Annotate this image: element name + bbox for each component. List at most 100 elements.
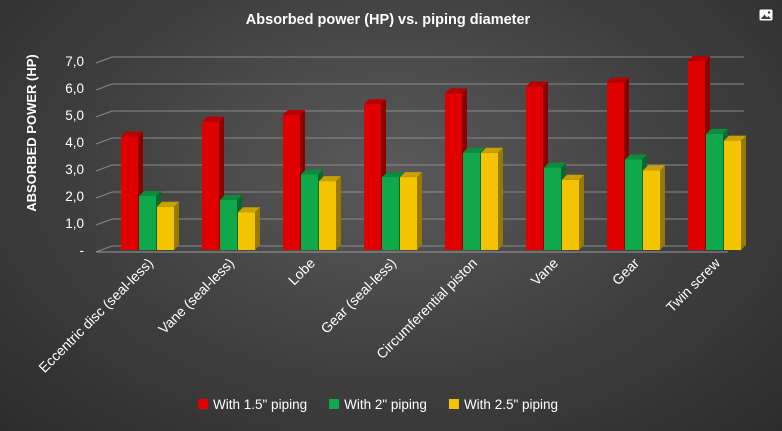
bar-side [660, 165, 665, 250]
bar-top [607, 77, 629, 83]
legend-item: With 1.5" piping [198, 397, 307, 412]
x-tick-label: Lobe [285, 255, 318, 288]
bar [238, 207, 260, 250]
bar-front [157, 206, 174, 250]
bar-side [498, 147, 503, 250]
bar-front [364, 104, 381, 250]
bar [157, 201, 179, 250]
grid-lines [95, 56, 744, 253]
bar-top [706, 128, 728, 134]
legend-swatch [329, 399, 340, 409]
bar-top [643, 165, 665, 171]
bar-top [688, 56, 710, 61]
bar-front [643, 170, 660, 250]
legend: With 1.5" piping With 2" piping With 2.5" … [198, 397, 558, 412]
x-tick-label: Gear [609, 255, 643, 289]
bar-top [238, 207, 260, 213]
bar [562, 174, 584, 250]
bar-side [336, 176, 341, 250]
grid-line [95, 83, 744, 91]
x-tick-label: Vane (seal-less) [155, 255, 237, 337]
bar-front [526, 86, 543, 251]
bar-front [382, 177, 399, 250]
x-tick-label: Eccentric disc (seal-less) [35, 255, 156, 376]
legend-label: With 1.5" piping [213, 397, 307, 412]
bar-top [463, 147, 485, 153]
bar-front [688, 61, 705, 250]
bar-front [463, 152, 480, 250]
bar-top [382, 172, 404, 178]
bar-front [301, 174, 318, 250]
bar-top [445, 88, 467, 94]
bar-top [400, 172, 422, 178]
bar-front [202, 121, 219, 250]
bar-top [157, 201, 179, 207]
x-tick-label: Twin screw [663, 254, 724, 315]
y-axis-label: ABSORBED POWER (HP) [24, 54, 39, 211]
bar-front [625, 159, 642, 250]
bar-side [174, 201, 179, 250]
y-tick-label: 4,0 [65, 135, 84, 150]
bar-top [121, 131, 143, 137]
bar-front [562, 179, 579, 250]
x-tick-label: Vane [527, 255, 561, 289]
bar-side [417, 172, 422, 250]
bar-front [445, 93, 462, 251]
y-tick-label: 1,0 [65, 216, 84, 231]
grid-line [95, 137, 744, 145]
bar-front [607, 82, 624, 250]
bar-top [562, 174, 584, 180]
bar-front [400, 177, 417, 250]
bar-top [364, 99, 386, 105]
y-tick-label: 2,0 [65, 189, 84, 204]
y-tick-label: 5,0 [65, 108, 84, 123]
grid-line [95, 110, 744, 118]
bar-side [741, 135, 746, 250]
bar-top [220, 195, 242, 201]
legend-label: With 2" piping [344, 397, 427, 412]
bar-front [544, 167, 561, 250]
legend-swatch [198, 399, 208, 409]
legend-swatch [448, 399, 459, 409]
y-tick-label: 6,0 [65, 81, 84, 96]
legend-item: With 2.5" piping [448, 397, 558, 412]
bar-top [724, 135, 746, 141]
image-icon[interactable] [759, 9, 773, 21]
bar-group [121, 56, 746, 251]
bar-top [526, 81, 548, 87]
bar-front [220, 200, 237, 250]
bar-side [255, 207, 260, 250]
bar-front [121, 136, 138, 250]
bar [121, 131, 143, 250]
y-tick-label: - [80, 243, 85, 258]
chart-title: Absorbed power (HP) vs. piping diameter [246, 12, 531, 28]
bar [400, 172, 422, 250]
bar-front [139, 196, 156, 250]
legend-label: With 2.5" piping [464, 397, 558, 412]
bar-top [544, 162, 566, 168]
y-tick-label: 3,0 [65, 162, 84, 177]
bar [526, 81, 548, 251]
bar-front [724, 140, 741, 250]
bar-side [579, 174, 584, 250]
bar-top [625, 154, 647, 160]
legend-item: With 2" piping [329, 397, 427, 412]
bar-front [319, 181, 336, 250]
bar [319, 176, 341, 250]
grid-line [95, 56, 744, 64]
bar-top [319, 176, 341, 182]
bar-top [202, 116, 224, 122]
x-tick-label: Gear (seal-less) [317, 255, 399, 337]
bar [724, 135, 746, 250]
bar [481, 147, 503, 250]
bar-top [301, 169, 323, 175]
bar-top [139, 191, 161, 196]
bar-top [481, 147, 503, 153]
bar-front [706, 133, 723, 250]
y-tick-label: 7,0 [65, 54, 84, 69]
bar-front [481, 152, 498, 250]
bar [643, 165, 665, 250]
bar-front [238, 212, 255, 250]
bar-front [283, 115, 300, 250]
